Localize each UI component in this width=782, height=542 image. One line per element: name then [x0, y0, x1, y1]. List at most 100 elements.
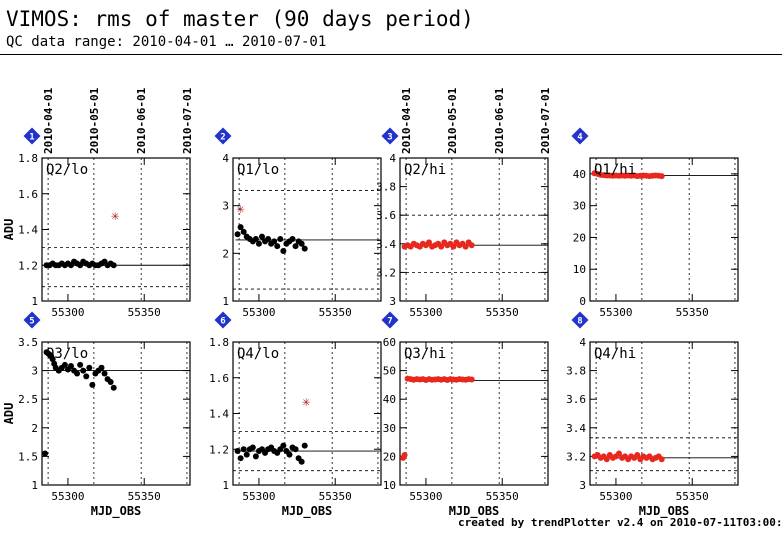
panel-label: Q3/lo: [46, 346, 88, 362]
data-point: [277, 236, 284, 243]
outlier-point: ✳: [111, 208, 120, 224]
y-axis-label: ADU: [2, 219, 16, 241]
y-tick-label: 3.8: [566, 365, 586, 378]
x-axis-label: MJD_OBS: [91, 504, 142, 519]
data-point: [240, 446, 247, 453]
y-tick-label: 1.6: [18, 188, 38, 201]
panel-index-number: 2: [220, 133, 225, 143]
y-tick-label: 30: [573, 200, 586, 213]
data-range-subtitle: QC data range: 2010-04-01 … 2010-07-01: [6, 34, 327, 50]
y-tick-label: 20: [383, 450, 396, 463]
data-point: [107, 379, 114, 386]
chart-title: VIMOS: rms of master (90 days period): [6, 7, 474, 31]
panel-frame: [41, 341, 191, 486]
data-point: [289, 236, 296, 243]
y-tick-label: 1.4: [18, 224, 38, 237]
x-axis-label: MJD_OBS: [449, 504, 500, 519]
data-point: [634, 451, 641, 458]
x-tick-label: 55350: [128, 306, 161, 319]
date-tick-label: 2010-04-01: [400, 87, 413, 154]
panel-label: Q2/lo: [46, 162, 88, 178]
y-tick-label: 4: [579, 336, 586, 349]
data-point: [462, 243, 469, 250]
data-point: [86, 364, 93, 371]
panel-index-badge: [381, 311, 399, 329]
y-tick-label: 1: [222, 479, 229, 492]
data-point: [234, 231, 241, 238]
y-tick-label: 1.8: [18, 152, 38, 165]
y-tick-label: 40: [573, 168, 586, 181]
y-tick-label: 4: [389, 152, 396, 165]
y-tick-label: 1.6: [209, 372, 229, 385]
panel-frame: [399, 341, 549, 486]
panel-index-badge: [214, 127, 232, 145]
data-point: [101, 370, 108, 377]
y-tick-label: 3: [579, 479, 586, 492]
data-point: [280, 247, 287, 254]
x-tick-label: 55350: [319, 490, 352, 503]
x-tick-label: 55350: [486, 306, 519, 319]
x-axis-label: MJD_OBS: [639, 504, 690, 519]
y-tick-label: 1: [31, 295, 38, 308]
panel-index-badge: [381, 127, 399, 145]
panel-label: Q4/lo: [237, 346, 279, 362]
data-point: [286, 451, 293, 458]
y-tick-label: 30: [383, 422, 396, 435]
y-tick-label: 0: [579, 295, 586, 308]
panel-index-number: 5: [29, 317, 34, 327]
y-tick-label: 10: [573, 263, 586, 276]
y-tick-label: 60: [383, 336, 396, 349]
y-tick-label: 10: [383, 479, 396, 492]
y-tick-label: 3.6: [376, 209, 396, 222]
date-tick-label: 2010-05-01: [88, 87, 101, 154]
y-tick-label: 40: [383, 393, 396, 406]
x-tick-label: 55300: [242, 306, 275, 319]
data-point: [83, 373, 90, 380]
panel-label: Q3/hi: [404, 346, 446, 362]
data-point: [249, 444, 256, 451]
data-point: [234, 448, 241, 455]
y-tick-label: 3.4: [376, 238, 396, 251]
y-axis-label: ADU: [2, 403, 16, 425]
y-tick-label: 3: [389, 295, 396, 308]
panel-index-number: 4: [577, 133, 583, 143]
y-tick-label: 3.6: [566, 393, 586, 406]
data-point: [292, 446, 299, 453]
data-point: [110, 384, 117, 391]
x-tick-label: 55300: [599, 306, 632, 319]
data-point: [77, 361, 84, 368]
y-tick-label: 1.2: [18, 259, 38, 272]
data-point: [237, 455, 244, 462]
date-tick-label: 2010-04-01: [42, 87, 55, 154]
date-tick-label: 2010-06-01: [135, 87, 148, 154]
data-point: [110, 262, 117, 269]
data-point: [89, 381, 96, 388]
x-tick-label: 55300: [242, 490, 275, 503]
y-tick-label: 3: [31, 365, 38, 378]
panel-index-badge: [571, 311, 589, 329]
date-tick-label: 2010-05-01: [446, 87, 459, 154]
date-tick-label: 2010-07-01: [539, 87, 552, 154]
data-point: [280, 442, 287, 449]
panel-label: Q2/hi: [404, 162, 446, 178]
y-tick-label: 3.4: [566, 422, 586, 435]
x-tick-label: 55300: [409, 490, 442, 503]
data-point: [658, 456, 665, 463]
data-point: [301, 245, 308, 252]
x-tick-label: 55350: [319, 306, 352, 319]
x-tick-label: 55350: [676, 306, 709, 319]
y-tick-label: 2.5: [18, 393, 38, 406]
data-point: [240, 228, 247, 235]
y-tick-label: 20: [573, 231, 586, 244]
x-tick-label: 55350: [676, 490, 709, 503]
y-tick-label: 1: [222, 295, 229, 308]
header-rule: [0, 54, 782, 55]
panel-index-number: 3: [387, 133, 392, 143]
y-tick-label: 3: [222, 200, 229, 213]
y-tick-label: 1.4: [209, 408, 229, 421]
panel-frame: [399, 157, 549, 302]
y-tick-label: 3.2: [376, 266, 396, 279]
data-point: [252, 236, 259, 243]
outlier-point: ✳: [302, 394, 311, 410]
data-point: [49, 356, 56, 363]
